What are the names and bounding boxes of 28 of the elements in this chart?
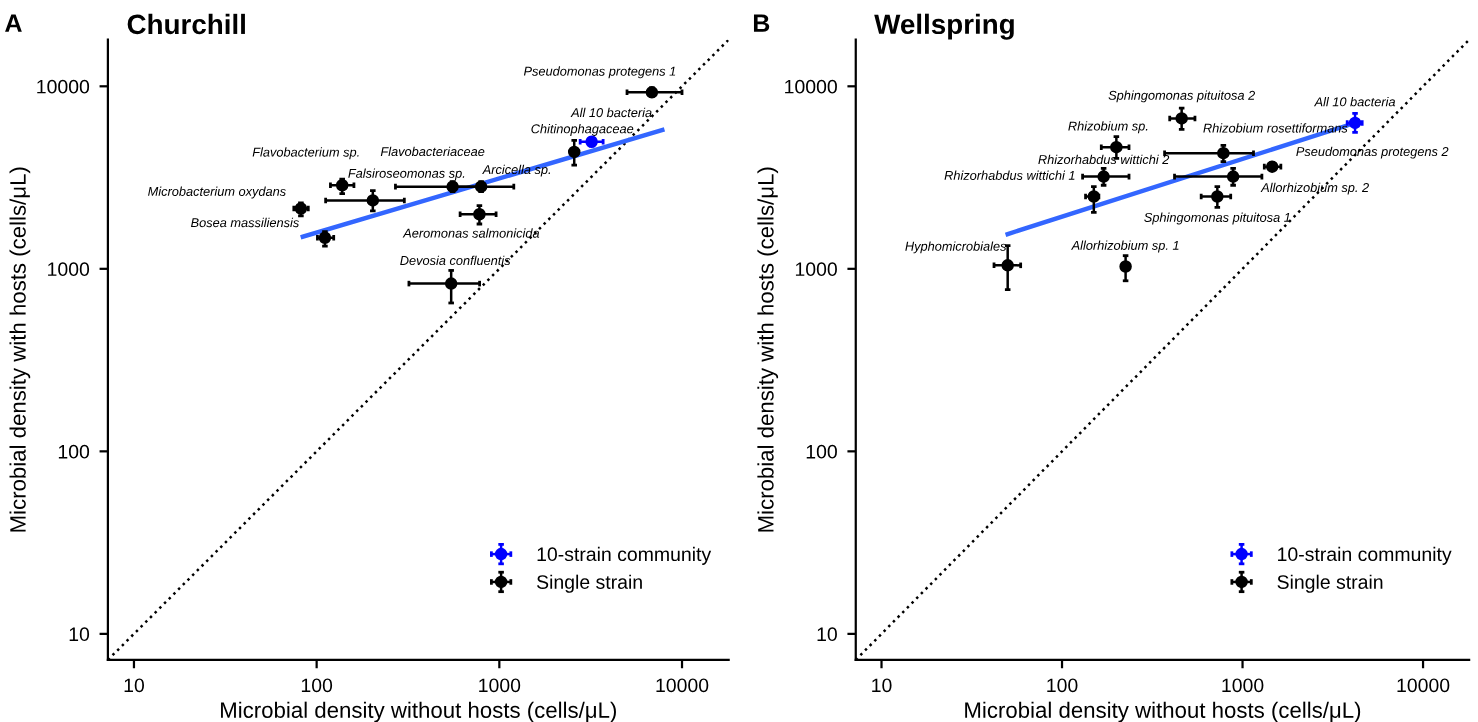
x-tick-label: 10 [124,678,145,693]
chart-title: Churchill [127,13,245,35]
y-tick-label: 10 [69,627,90,642]
y-tick-label: 10 [817,627,837,642]
text: B [753,14,770,32]
chart-title: Wellspring [874,13,1014,40]
x-tick-label: 100 [301,678,333,693]
x-tick-label: 100 [1047,678,1078,693]
x-tick-label: 10000 [656,678,709,693]
legend-label: Single strain [536,574,642,593]
legend-label: Single strain [1277,574,1383,593]
y-tick-label: 10000 [785,79,837,94]
legend-label: 10-strain community [1278,546,1452,565]
y-tick-label: 10000 [37,79,90,94]
x-axis-title: Microbial density without hosts (cells/μL) [965,701,1361,722]
y-axis-title: Microbial density with hosts (cells/μL) [757,167,779,532]
y-axis-title: Microbial density with hosts (cells/μL) [9,167,31,532]
x-axis-title: Microbial density without hosts (cells/μL) [221,701,616,722]
y-tick-label: 100 [58,444,90,459]
y-tick-label: 1000 [48,262,90,277]
y-tick-label: 1000 [795,262,837,277]
text: A [5,14,22,32]
x-tick-label: 10 [872,678,892,693]
x-tick-label: 1000 [1222,678,1264,693]
x-tick-label: 10000 [1397,678,1450,693]
y-tick-label: 100 [806,444,837,459]
x-tick-label: 1000 [479,678,521,693]
legend-label: 10-strain community [537,546,712,565]
